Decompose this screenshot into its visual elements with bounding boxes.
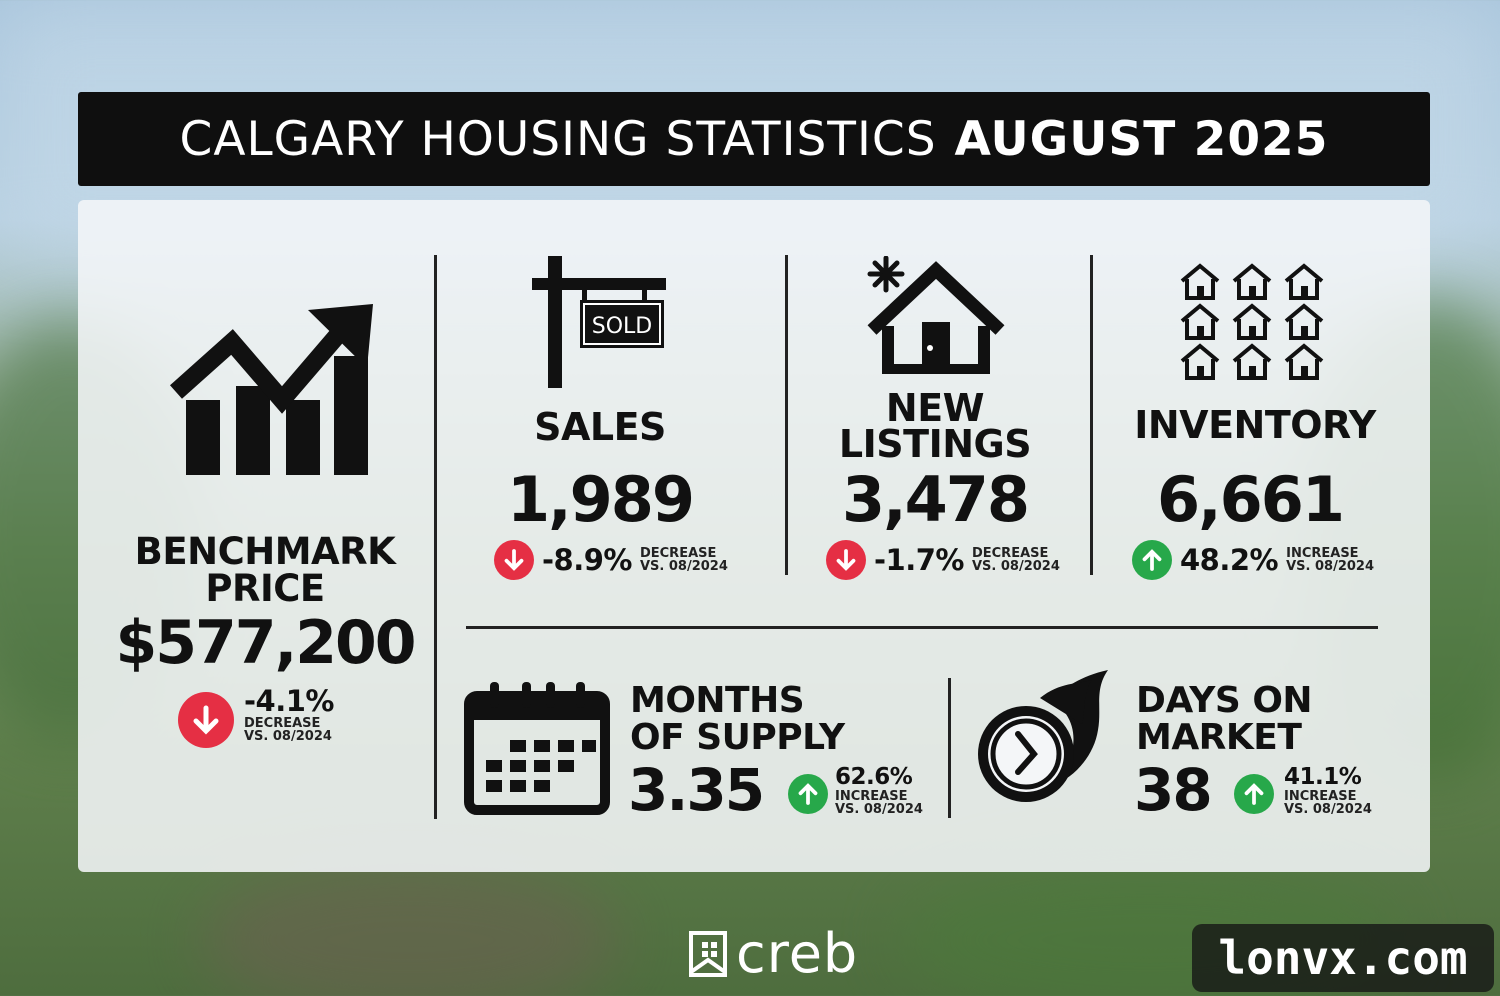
creb-logo-icon bbox=[689, 930, 727, 977]
benchmark-label-line2: PRICE bbox=[205, 567, 325, 610]
fast-clock-icon bbox=[978, 670, 1108, 802]
months-supply-label-line1: MONTHS bbox=[630, 680, 805, 721]
days-market-label-line1: DAYS ON bbox=[1136, 680, 1313, 721]
decrease-arrow-icon bbox=[178, 692, 234, 748]
sales-direction: DECREASE bbox=[639, 546, 717, 561]
months-supply-value: 3.35 bbox=[628, 756, 765, 824]
days-market-change-block: 41.1% INCREASE VS. 08/2024 bbox=[1284, 764, 1372, 816]
new-listings-value: 3,478 bbox=[841, 463, 1030, 536]
benchmark-vs: VS. 08/2024 bbox=[244, 729, 332, 744]
calendar-icon bbox=[464, 682, 610, 815]
sales-vs: VS. 08/2024 bbox=[639, 559, 728, 574]
divider-left bbox=[434, 255, 437, 819]
days-market-label-line2: MARKET bbox=[1136, 717, 1302, 758]
inventory-change: 48.2% bbox=[1180, 543, 1279, 577]
new-listings-vs: VS. 08/2024 bbox=[971, 559, 1060, 574]
rooftops-background bbox=[200, 860, 620, 996]
days-market-value: 38 bbox=[1134, 756, 1213, 824]
months-supply-vs: VS. 08/2024 bbox=[835, 802, 923, 817]
new-listings-label-line2: LISTINGS bbox=[838, 422, 1032, 466]
divider-horizontal bbox=[466, 626, 1378, 629]
benchmark-label: BENCHMARK PRICE bbox=[100, 533, 430, 607]
increase-arrow-icon bbox=[1234, 774, 1274, 814]
decrease-arrow-icon bbox=[826, 540, 866, 580]
houses-grid-icon bbox=[1180, 264, 1324, 380]
watermark: lonvx.com bbox=[1192, 924, 1494, 992]
inventory-change-row: 48.2% INCREASE VS. 08/2024 bbox=[1132, 540, 1374, 580]
sales-change: -8.9% bbox=[542, 543, 632, 577]
divider-supply-days bbox=[948, 678, 951, 818]
inventory-vs: VS. 08/2024 bbox=[1286, 559, 1375, 574]
months-supply-change: 62.6% bbox=[835, 764, 913, 790]
months-supply-label-line2: OF SUPPLY bbox=[630, 717, 845, 758]
benchmark-value: $577,200 bbox=[115, 608, 416, 678]
benchmark-note: DECREASE VS. 08/2024 bbox=[244, 717, 332, 743]
sold-sign-text: SOLD bbox=[592, 314, 652, 339]
creb-logo: creb bbox=[688, 922, 858, 985]
new-listings-label-line1: NEW bbox=[885, 386, 985, 430]
inventory-value: 6,661 bbox=[1156, 463, 1345, 536]
new-listings-change-row: -1.7% DECREASE VS. 08/2024 bbox=[826, 540, 1060, 580]
days-market-vs: VS. 08/2024 bbox=[1284, 802, 1372, 817]
new-listings-direction: DECREASE bbox=[971, 546, 1049, 561]
days-market-direction: INCREASE bbox=[1284, 789, 1357, 804]
new-house-icon bbox=[867, 256, 1005, 374]
benchmark-label-line1: BENCHMARK bbox=[134, 530, 396, 573]
new-listings-change: -1.7% bbox=[874, 543, 964, 577]
new-listings-label: NEW LISTINGS bbox=[820, 386, 1050, 466]
title-month: AUGUST 2025 bbox=[954, 111, 1329, 167]
title-bar: CALGARY HOUSING STATISTICS AUGUST 2025 bbox=[78, 92, 1430, 186]
sales-change-row: -8.9% DECREASE VS. 08/2024 bbox=[494, 540, 728, 580]
months-supply-change-block: 62.6% INCREASE VS. 08/2024 bbox=[835, 764, 923, 816]
days-market-label: DAYS ON MARKET bbox=[1136, 680, 1313, 758]
sales-label: SALES bbox=[534, 405, 666, 449]
sales-note: DECREASE VS. 08/2024 bbox=[640, 547, 728, 573]
new-listings-note: DECREASE VS. 08/2024 bbox=[972, 547, 1060, 573]
divider-listings-inventory bbox=[1090, 255, 1093, 575]
inventory-note: INCREASE VS. 08/2024 bbox=[1286, 547, 1374, 573]
increase-arrow-icon bbox=[1132, 540, 1172, 580]
trending-up-chart-icon bbox=[170, 304, 373, 475]
days-market-change: 41.1% bbox=[1284, 764, 1362, 790]
inventory-direction: INCREASE bbox=[1286, 546, 1359, 561]
months-supply-label: MONTHS OF SUPPLY bbox=[630, 682, 845, 756]
decrease-arrow-icon bbox=[494, 540, 534, 580]
sales-value: 1,989 bbox=[506, 463, 695, 536]
inventory-label: INVENTORY bbox=[1134, 403, 1376, 447]
benchmark-direction: DECREASE bbox=[244, 716, 321, 731]
increase-arrow-icon bbox=[788, 774, 828, 814]
sold-sign-icon: SOLD bbox=[532, 256, 666, 388]
months-supply-direction: INCREASE bbox=[835, 789, 908, 804]
title-prefix: CALGARY HOUSING STATISTICS bbox=[179, 111, 937, 167]
divider-sales-listings bbox=[785, 255, 788, 575]
creb-logo-text: creb bbox=[736, 922, 859, 985]
benchmark-change: -4.1% bbox=[244, 684, 334, 718]
